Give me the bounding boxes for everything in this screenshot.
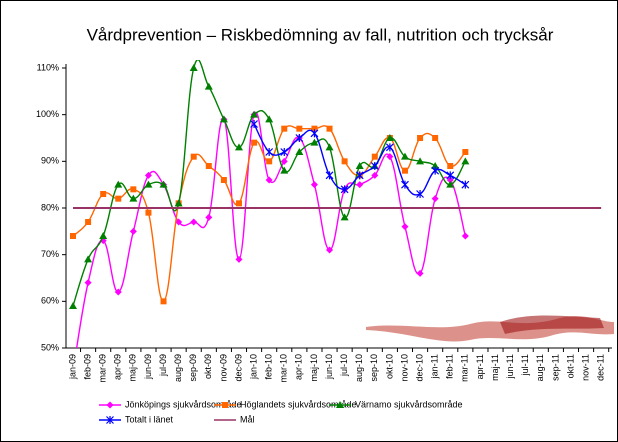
x-tick-label: aug-11	[535, 354, 545, 381]
legend-marker	[222, 402, 228, 408]
chart-title: Vårdprevention – Riskbedömning av fall, …	[87, 25, 554, 44]
x-tick-label: aug-10	[354, 354, 364, 382]
marker	[161, 298, 167, 304]
x-tick-label: feb-10	[264, 354, 274, 380]
y-tick-label: 60%	[41, 296, 59, 306]
x-tick-label: apr-09	[113, 354, 123, 380]
marker	[417, 135, 423, 141]
marker	[130, 186, 136, 192]
x-tick-label: okt-09	[203, 354, 213, 379]
marker	[266, 158, 272, 164]
x-tick-label: mar-10	[279, 354, 289, 383]
x-tick-label: jul-09	[158, 354, 168, 377]
marker	[296, 126, 302, 132]
y-tick-label: 70%	[41, 249, 59, 259]
x-tick-label: mar-09	[98, 354, 108, 383]
marker	[447, 163, 453, 169]
marker	[462, 149, 468, 155]
y-tick-label: 80%	[41, 202, 59, 212]
x-tick-label: nov-10	[399, 354, 409, 382]
x-tick-label: apr-11	[475, 354, 485, 379]
x-tick-label: apr-10	[294, 354, 304, 380]
marker	[251, 140, 257, 146]
x-tick-label: nov-11	[580, 354, 590, 381]
x-tick-label: dec-09	[233, 354, 243, 382]
x-tick-label: feb-09	[82, 354, 92, 380]
x-tick-label: okt-10	[384, 354, 394, 379]
x-tick-label: jun-10	[324, 354, 334, 380]
marker	[100, 191, 106, 197]
marker	[145, 210, 151, 216]
x-tick-label: jan-10	[248, 354, 258, 380]
x-tick-label: jul-10	[339, 354, 349, 377]
legend-label: Mål	[240, 414, 255, 424]
x-tick-label: dec-10	[414, 354, 424, 382]
x-tick-label: sep-09	[188, 354, 198, 382]
marker	[236, 200, 242, 206]
x-tick-label: jun-11	[505, 354, 515, 379]
marker	[191, 154, 197, 160]
x-tick-label: jan-11	[430, 354, 440, 379]
x-tick-label: maj-11	[490, 354, 500, 381]
marker	[85, 219, 91, 225]
marker	[206, 163, 212, 169]
marker	[372, 154, 378, 160]
legend-label: Värnamo sjukvårdsområde	[355, 399, 463, 409]
marker	[221, 177, 227, 183]
legend-label: Totalt i länet	[125, 414, 174, 424]
x-tick-label: jan-09	[67, 354, 77, 380]
marker	[281, 126, 287, 132]
chart: Vårdprevention – Riskbedömning av fall, …	[0, 0, 618, 442]
y-tick-label: 50%	[41, 342, 59, 352]
y-tick-label: 110%	[37, 62, 59, 72]
marker	[115, 196, 121, 202]
x-tick-label: nov-09	[218, 354, 228, 382]
marker	[327, 126, 333, 132]
x-tick-label: sep-11	[550, 354, 560, 381]
x-tick-label: mar-11	[460, 354, 470, 382]
marker	[342, 158, 348, 164]
marker	[432, 135, 438, 141]
x-tick-label: dec-11	[596, 354, 606, 381]
marker	[402, 168, 408, 174]
x-tick-label: feb-11	[445, 354, 455, 379]
marker	[70, 233, 76, 239]
x-tick-label: jul-11	[520, 354, 530, 376]
y-tick-label: 100%	[36, 109, 59, 119]
x-tick-label: maj-09	[128, 354, 138, 382]
x-tick-label: okt-11	[565, 354, 575, 378]
x-tick-label: maj-10	[309, 354, 319, 382]
x-tick-label: aug-09	[173, 354, 183, 382]
y-tick-label: 90%	[41, 156, 59, 166]
x-tick-label: jun-09	[143, 354, 153, 380]
x-tick-label: sep-10	[369, 354, 379, 382]
